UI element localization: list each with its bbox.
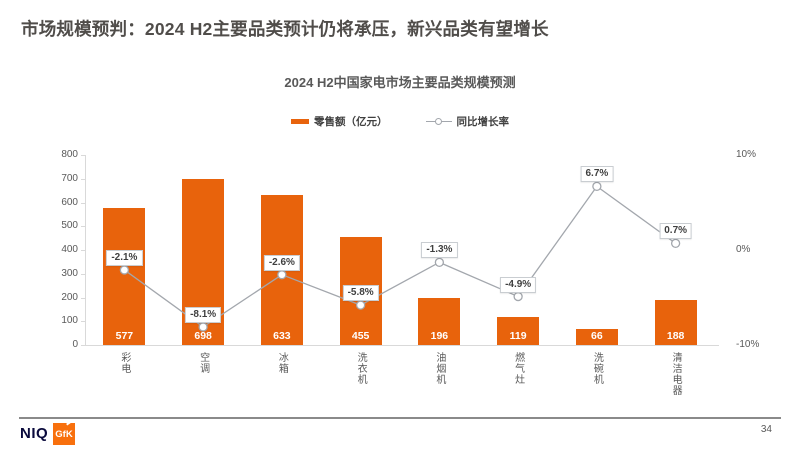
growth-value-label: -4.9%: [500, 276, 537, 293]
bar-series-swatch-icon: [291, 119, 309, 124]
legend-item-growth: 同比增长率: [425, 114, 510, 129]
x-axis-label: 燃气灶: [512, 352, 524, 385]
growth-marker: [434, 257, 445, 268]
y-axis-line: [85, 155, 86, 345]
footer-divider: [19, 417, 781, 419]
y-axis-tick-label: 300: [61, 267, 78, 279]
x-axis-label: 洗衣机: [355, 352, 367, 385]
growth-value-label: -5.8%: [342, 285, 379, 302]
growth-value-label: 6.7%: [580, 166, 614, 183]
x-axis-label: 冰箱: [276, 352, 288, 374]
secondary-axis-tick-label: -10%: [736, 339, 760, 350]
y-axis-tick: [81, 297, 85, 299]
x-axis-label: 空调: [197, 352, 209, 374]
growth-marker: [670, 238, 681, 249]
bar-value-label: 119: [509, 330, 527, 342]
y-axis-tick: [81, 321, 85, 323]
y-axis-tick-label: 800: [61, 149, 78, 160]
growth-value-label: -2.6%: [263, 254, 300, 271]
bar: [103, 207, 146, 345]
page-number: 34: [760, 424, 772, 435]
growth-marker: [592, 181, 602, 192]
x-axis-label: 清洁电器: [670, 352, 682, 396]
bar-value-label: 698: [194, 330, 212, 342]
gfk-logo: GfK: [53, 423, 75, 445]
gfk-logo-text: GfK: [55, 428, 73, 440]
bar-value-label: 196: [430, 330, 449, 342]
growth-value-label: -8.1%: [185, 306, 222, 323]
legend-item-retail: 零售额（亿元）: [291, 114, 388, 129]
growth-value-label: -2.1%: [106, 249, 143, 266]
y-axis-tick-label: 400: [61, 244, 78, 255]
slide-title: 市场规模预判：2024 H2主要品类预计仍将承压，新兴品类有望增长: [21, 19, 549, 39]
legend-label-growth: 同比增长率: [456, 116, 510, 128]
y-axis-tick-label: 600: [61, 196, 78, 208]
circle-marker-icon: [434, 117, 442, 125]
y-axis-tick-label: 700: [61, 172, 78, 184]
line-series-swatch-icon: [425, 117, 452, 126]
y-axis-tick-label: 500: [61, 220, 78, 232]
bar-value-label: 455: [351, 330, 370, 342]
bar-value-label: 188: [666, 330, 685, 342]
bar-value-label: 633: [273, 330, 291, 342]
secondary-axis-tick-label: 0%: [736, 244, 751, 255]
bar: [575, 329, 618, 345]
y-axis-tick-label: 0: [72, 339, 78, 350]
y-axis-tick: [81, 273, 85, 275]
growth-value-label: -1.3%: [421, 242, 458, 259]
growth-value-label: 0.7%: [659, 223, 693, 240]
bar-value-label: 66: [591, 330, 603, 342]
y-axis-tick: [81, 155, 85, 156]
growth-marker: [513, 291, 523, 302]
y-axis-tick: [81, 226, 85, 228]
secondary-axis-tick-label: 10%: [736, 149, 757, 160]
niq-logo: NIQ: [20, 425, 49, 442]
y-axis-tick: [81, 345, 85, 346]
x-axis-label: 彩电: [118, 352, 130, 374]
x-axis-label: 洗碗机: [591, 352, 603, 385]
legend-label-retail: 零售额（亿元）: [314, 116, 388, 128]
bar-value-label: 577: [115, 330, 134, 342]
gfk-logo-slash-icon: [66, 423, 72, 426]
y-axis-tick: [81, 250, 85, 251]
y-axis-tick-label: 100: [61, 315, 78, 327]
chart-legend: 零售额（亿元） 同比增长率: [0, 114, 800, 129]
chart-title: 2024 H2中国家电市场主要品类规模预测: [284, 75, 516, 90]
y-axis-tick: [81, 178, 85, 180]
x-axis-line: [85, 345, 719, 346]
x-axis-label: 油烟机: [433, 352, 445, 385]
y-axis-tick-label: 200: [61, 291, 78, 303]
y-axis-tick: [81, 202, 85, 204]
